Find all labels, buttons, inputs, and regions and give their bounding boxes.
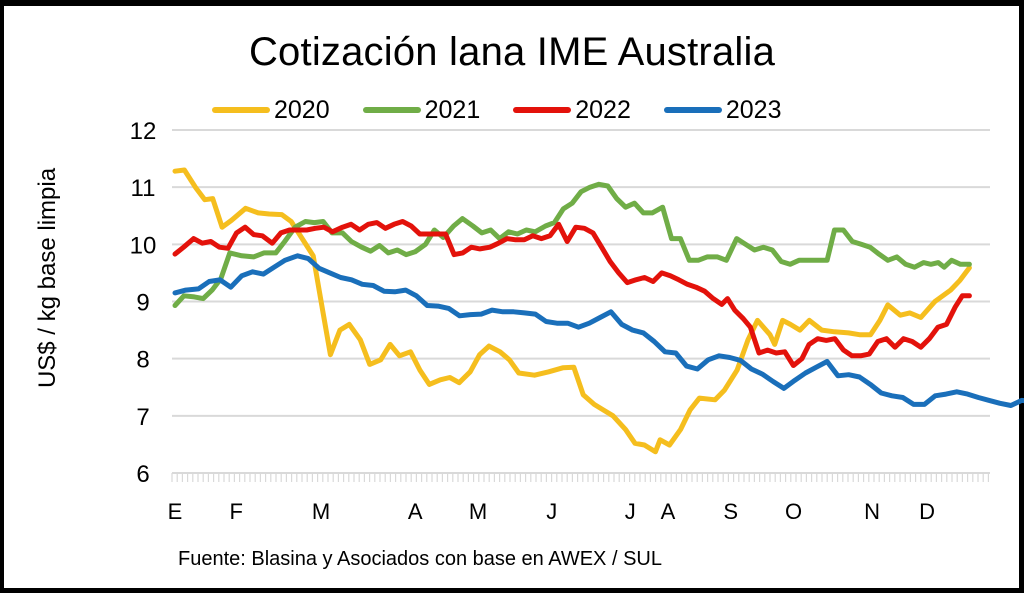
x-tick-label: M	[312, 499, 330, 524]
x-tick-label: O	[785, 499, 802, 524]
legend-swatch-2021	[362, 107, 421, 113]
y-tick-label: 10	[130, 232, 157, 259]
y-tick-label: 12	[130, 118, 157, 145]
legend-label-2021: 2021	[424, 95, 481, 124]
legend-swatch-2022	[513, 107, 572, 113]
series-line-2022	[172, 219, 972, 368]
series-lines	[172, 167, 1024, 455]
x-tick-label: M	[469, 499, 487, 524]
y-tick-labels: 6 7 8 9 10 11 12	[130, 118, 157, 488]
legend-item-2021: 2021	[362, 95, 481, 125]
y-tick-label: 8	[136, 347, 149, 374]
x-tick-label: N	[864, 499, 880, 524]
source-note: Fuente: Blasina y Asociados con base en …	[178, 548, 662, 570]
y-tick-label: 9	[136, 290, 149, 317]
legend-label-2020: 2020	[274, 95, 330, 124]
gridlines	[172, 129, 990, 417]
legend-item-2023: 2023	[663, 95, 782, 125]
series-line-2020	[172, 167, 972, 455]
legend-item-2020: 2020	[212, 96, 330, 125]
x-axis-minor-ticks	[171, 472, 990, 482]
legend-label-2023: 2023	[725, 95, 782, 124]
x-tick-label: A	[661, 499, 676, 524]
x-tick-label: A	[408, 499, 423, 524]
legend-item-2022: 2022	[513, 96, 631, 125]
y-tick-label: 7	[136, 404, 149, 431]
chart-frame	[4, 6, 1019, 588]
x-tick-label: J	[625, 499, 636, 524]
legend: 2020 2021 2022 2023	[212, 95, 815, 125]
legend-label-2022: 2022	[575, 95, 631, 124]
legend-swatch-2023	[663, 107, 722, 113]
x-tick-label: J	[546, 499, 557, 524]
x-tick-label: E	[168, 499, 183, 524]
y-tick-label: 11	[131, 175, 156, 202]
chart-title: Cotización lana IME Australia	[248, 30, 776, 74]
series-line-2023	[172, 253, 1024, 408]
y-tick-label: 6	[136, 461, 149, 488]
x-tick-label: D	[919, 499, 935, 524]
x-tick-label: F	[230, 499, 243, 524]
legend-swatch-2020	[212, 107, 270, 113]
series-line-2021	[172, 181, 972, 308]
x-tick-label: S	[723, 499, 738, 524]
